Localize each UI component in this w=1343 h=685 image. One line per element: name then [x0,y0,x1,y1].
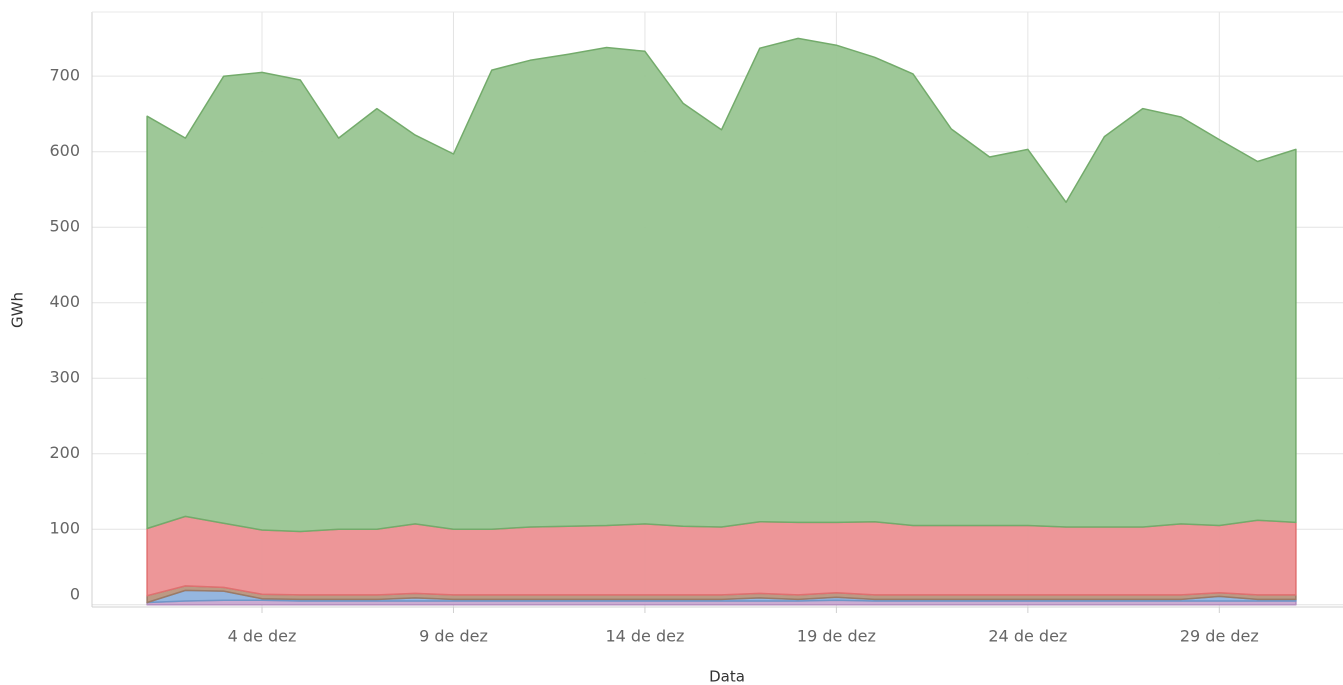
y-tick-label: 500 [49,217,80,236]
y-tick-label: 300 [49,368,80,387]
x-tick-label: 14 de dez [605,627,684,646]
y-tick-label: 200 [49,443,80,462]
y-tick-label: 400 [49,292,80,311]
y-axis-title: GWh [9,292,27,328]
y-tick-label: 100 [49,519,80,538]
x-tick-label: 4 de dez [228,627,297,646]
y-tick-label: 700 [49,66,80,85]
x-tick-label: 29 de dez [1180,627,1259,646]
y-tick-label: 0 [70,585,80,604]
area [146,37,1297,533]
x-tick-label: 19 de dez [797,627,876,646]
x-axis-title: Data [709,668,745,685]
x-tick-label: 24 de dez [988,627,1067,646]
y-tick-label: 600 [49,141,80,160]
x-tick-label: 9 de dez [419,627,488,646]
